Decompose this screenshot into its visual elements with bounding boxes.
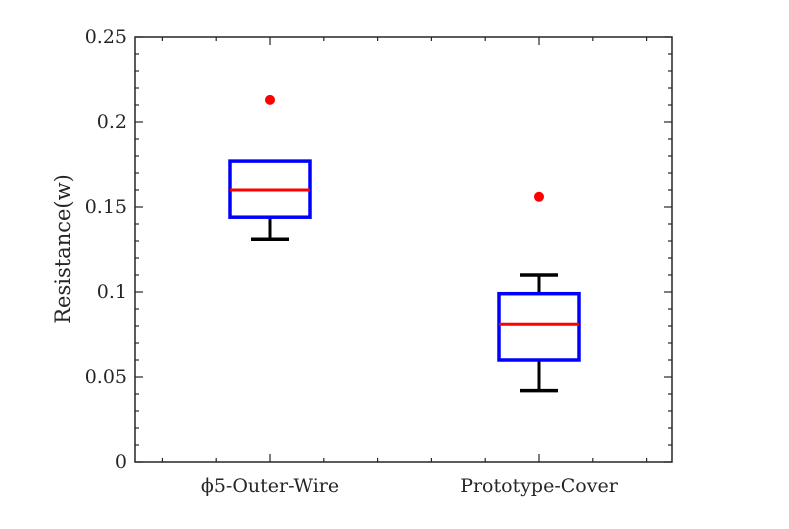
outlier-point [534,192,544,202]
y-tick-label: 0.15 [85,196,127,218]
y-tick-label: 0.25 [85,26,127,48]
x-tick-label: ϕ5-Outer-Wire [201,475,339,497]
x-tick-label: Prototype-Cover [460,475,619,497]
y-tick-label: 0.05 [85,366,127,388]
y-tick-label: 0 [115,451,127,473]
y-tick-label: 0.2 [97,111,127,133]
y-axis-label: Resistance(w) [51,174,75,324]
y-tick-label: 0.1 [97,281,127,303]
outlier-point [265,95,275,105]
plot-area [135,37,672,462]
